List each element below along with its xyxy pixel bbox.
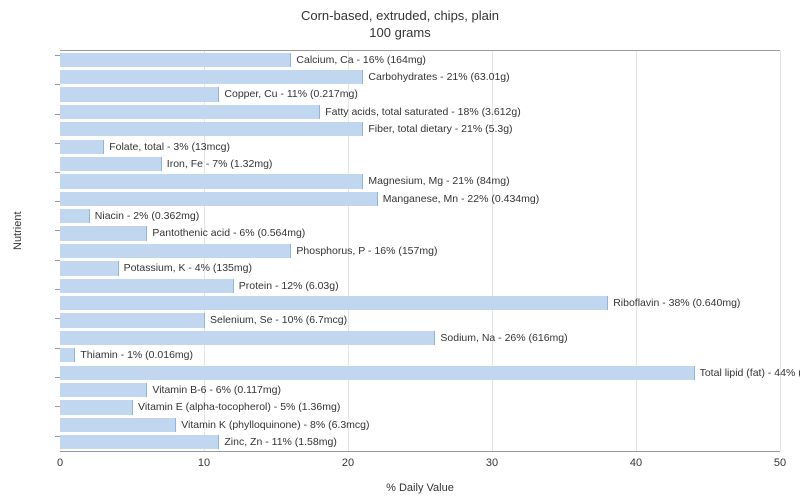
nutrient-bar	[60, 244, 291, 258]
y-tick-mark	[55, 172, 60, 173]
y-tick-mark	[55, 201, 60, 202]
nutrient-bar	[60, 279, 234, 293]
bar-label: Protein - 12% (6.03g)	[233, 279, 339, 293]
nutrient-bar	[60, 348, 75, 362]
bar-label: Copper, Cu - 11% (0.217mg)	[218, 87, 357, 101]
nutrient-bar	[60, 383, 147, 397]
bar-label: Sodium, Na - 26% (616mg)	[434, 331, 567, 345]
y-tick-mark	[55, 406, 60, 407]
y-tick-mark	[55, 55, 60, 56]
y-tick-mark	[55, 348, 60, 349]
x-tick-label: 50	[774, 457, 786, 469]
x-tick-label: 20	[342, 457, 354, 469]
bar-label: Manganese, Mn - 22% (0.434mg)	[377, 192, 539, 206]
bar-label: Calcium, Ca - 16% (164mg)	[290, 53, 426, 67]
title-line-1: Corn-based, extruded, chips, plain	[301, 8, 499, 23]
plot-area: 01020304050Calcium, Ca - 16% (164mg)Carb…	[60, 50, 780, 452]
bar-label: Vitamin K (phylloquinone) - 8% (6.3mcg)	[175, 418, 369, 432]
nutrient-bar	[60, 122, 363, 136]
nutrient-bar	[60, 105, 320, 119]
y-tick-mark	[55, 230, 60, 231]
bar-label: Magnesium, Mg - 21% (84mg)	[362, 174, 509, 188]
x-tick-label: 0	[57, 457, 63, 469]
bar-label: Iron, Fe - 7% (1.32mg)	[161, 157, 273, 171]
nutrient-bar	[60, 70, 363, 84]
chart-title: Corn-based, extruded, chips, plain 100 g…	[0, 0, 800, 42]
bar-label: Vitamin B-6 - 6% (0.117mg)	[146, 383, 281, 397]
nutrient-bar	[60, 400, 133, 414]
nutrient-bar	[60, 226, 147, 240]
x-tick-label: 30	[486, 457, 498, 469]
bar-label: Niacin - 2% (0.362mg)	[89, 209, 199, 223]
nutrient-bar	[60, 192, 378, 206]
nutrient-bar	[60, 296, 608, 310]
bar-label: Carbohydrates - 21% (63.01g)	[362, 70, 509, 84]
nutrient-bar	[60, 140, 104, 154]
bar-label: Vitamin E (alpha-tocopherol) - 5% (1.36m…	[132, 400, 340, 414]
x-tick-label: 10	[198, 457, 210, 469]
y-tick-mark	[55, 143, 60, 144]
bar-label: Selenium, Se - 10% (6.7mcg)	[204, 313, 347, 327]
y-tick-mark	[55, 436, 60, 437]
nutrient-bar	[60, 53, 291, 67]
y-tick-mark	[55, 84, 60, 85]
nutrient-bar	[60, 261, 119, 275]
bar-label: Fiber, total dietary - 21% (5.3g)	[362, 122, 512, 136]
bar-label: Thiamin - 1% (0.016mg)	[74, 348, 193, 362]
gridline	[636, 51, 637, 451]
nutrient-bar	[60, 366, 695, 380]
bar-label: Phosphorus, P - 16% (157mg)	[290, 244, 437, 258]
bar-label: Zinc, Zn - 11% (1.58mg)	[218, 435, 336, 449]
nutrient-bar	[60, 174, 363, 188]
gridline	[780, 51, 781, 451]
nutrient-bar	[60, 87, 219, 101]
y-tick-mark	[55, 377, 60, 378]
bar-label: Total lipid (fat) - 44% (28.41g)	[694, 366, 800, 380]
bar-label: Potassium, K - 4% (135mg)	[118, 261, 252, 275]
x-tick-label: 40	[630, 457, 642, 469]
nutrient-bar	[60, 313, 205, 327]
y-tick-mark	[55, 260, 60, 261]
x-axis-label: % Daily Value	[60, 482, 780, 494]
nutrient-bar	[60, 435, 219, 449]
y-tick-mark	[55, 114, 60, 115]
bar-label: Fatty acids, total saturated - 18% (3.61…	[319, 105, 521, 119]
nutrient-bar	[60, 209, 90, 223]
bar-label: Pantothenic acid - 6% (0.564mg)	[146, 226, 305, 240]
nutrient-bar	[60, 418, 176, 432]
y-tick-mark	[55, 289, 60, 290]
bar-label: Riboflavin - 38% (0.640mg)	[607, 296, 740, 310]
nutrient-bar	[60, 331, 435, 345]
nutrient-bar	[60, 157, 162, 171]
title-line-2: 100 grams	[369, 25, 430, 40]
y-tick-mark	[55, 318, 60, 319]
nutrient-chart: Corn-based, extruded, chips, plain 100 g…	[0, 0, 800, 500]
y-axis-label: Nutrient	[12, 211, 24, 250]
bar-label: Folate, total - 3% (13mcg)	[103, 140, 230, 154]
